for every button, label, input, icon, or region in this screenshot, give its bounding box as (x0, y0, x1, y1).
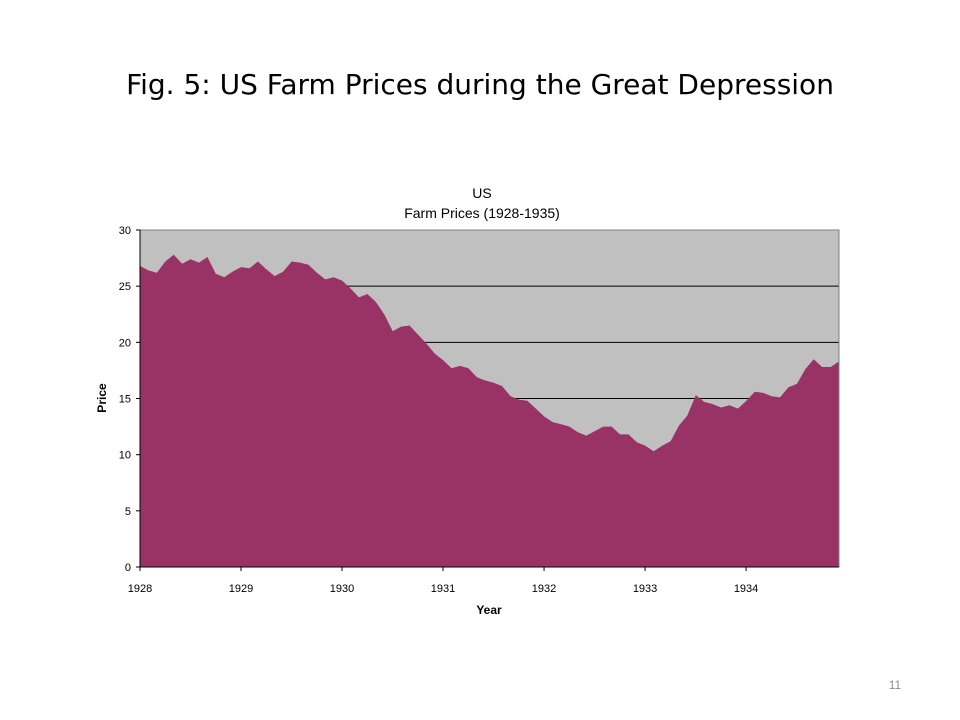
x-tick-label: 1931 (431, 583, 455, 595)
y-axis-label: Price (95, 383, 109, 413)
x-tick-label: 1933 (633, 583, 657, 595)
y-tick-label: 25 (119, 281, 131, 293)
page-number: 11 (888, 678, 902, 692)
x-axis-label: Year (476, 603, 502, 617)
chart-subtitle: Farm Prices (1928-1935) (404, 205, 560, 221)
x-tick-label: 1932 (532, 583, 556, 595)
chart-title: US (472, 185, 491, 201)
x-tick-label: 1934 (734, 583, 758, 595)
y-tick-label: 0 (125, 562, 131, 574)
x-tick-label: 1930 (330, 583, 354, 595)
y-tick-label: 20 (119, 337, 131, 349)
y-tick-label: 5 (125, 506, 131, 518)
y-axis-ticks: 0 5 10 15 20 25 30 (119, 225, 140, 574)
y-tick-label: 10 (119, 450, 131, 462)
x-axis-ticks: 1928 1929 1930 1931 1932 1933 1934 (128, 567, 758, 595)
y-tick-label: 30 (119, 225, 131, 237)
x-tick-label: 1929 (229, 583, 253, 595)
y-tick-label: 15 (119, 394, 131, 406)
farm-price-area (140, 254, 839, 567)
x-tick-label: 1928 (128, 583, 152, 595)
slide-title: Fig. 5: US Farm Prices during the Great … (126, 68, 834, 101)
